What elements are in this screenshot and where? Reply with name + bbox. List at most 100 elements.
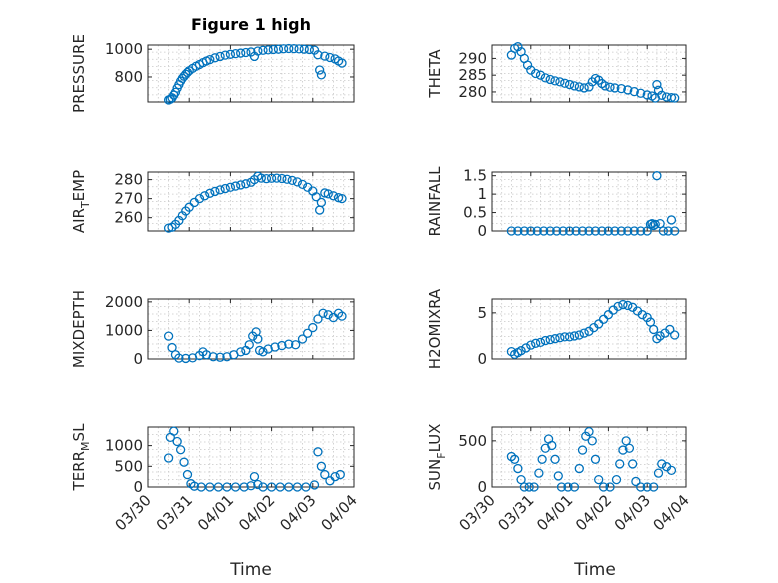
data-point	[550, 76, 560, 86]
x-tick-label: 03/31	[153, 491, 196, 534]
data-point	[301, 482, 311, 492]
y-axis-label: SUNFLUX	[426, 424, 448, 491]
axes-border	[147, 426, 355, 488]
data-point	[516, 346, 526, 356]
axes-border	[147, 171, 355, 232]
data-point	[330, 472, 340, 482]
data-point	[272, 173, 282, 183]
data-point	[652, 79, 662, 90]
subplot-row3-right: 0 5 H2OMIXRA	[426, 288, 687, 369]
data-point	[577, 226, 588, 236]
data-point	[294, 44, 304, 54]
axes-border	[491, 171, 687, 232]
y-tick-label: 5	[477, 304, 487, 322]
data-point	[313, 447, 323, 457]
data-point	[290, 340, 301, 350]
data-point	[657, 90, 667, 100]
data-point	[670, 93, 680, 103]
y-tick-label: 800	[114, 68, 143, 86]
data-point	[169, 426, 179, 436]
data-point	[278, 44, 289, 54]
y-tick-label: 1	[477, 185, 487, 203]
data-point	[337, 58, 347, 68]
data-point	[590, 454, 601, 464]
data-point	[579, 328, 589, 338]
y-tick-label: 0	[133, 350, 143, 368]
y-axis-label-main: SUN	[426, 459, 444, 491]
data-point	[574, 330, 584, 340]
data-point	[225, 49, 236, 59]
data-point	[547, 440, 557, 451]
data-point	[284, 339, 294, 349]
data-point	[253, 46, 263, 56]
axes-border	[491, 298, 687, 360]
data-point	[253, 479, 263, 490]
data-point	[642, 482, 652, 492]
data-point	[335, 469, 345, 480]
data-point	[605, 82, 615, 92]
y-tick-label: 0	[477, 350, 487, 368]
data-point	[516, 474, 526, 485]
data-point	[524, 482, 534, 492]
y-axis-label-rest: SL	[70, 423, 88, 442]
data-point	[569, 482, 580, 492]
data-point	[282, 174, 292, 184]
data-point	[210, 186, 220, 197]
data-point	[597, 226, 607, 236]
data-point	[184, 202, 194, 212]
data-point	[277, 173, 287, 184]
data-point	[653, 468, 664, 478]
data-point	[163, 453, 174, 463]
y-tick-label: 500	[114, 457, 143, 475]
data-point	[189, 481, 200, 491]
data-point	[569, 81, 580, 91]
data-point	[623, 226, 633, 236]
data-point	[167, 342, 177, 353]
data-point	[270, 342, 280, 352]
data-point	[574, 463, 584, 474]
data-point	[637, 310, 647, 320]
data-point	[584, 226, 594, 236]
data-point	[170, 87, 181, 97]
data-point	[581, 431, 591, 441]
data-point	[623, 300, 633, 311]
data-point	[649, 324, 659, 335]
data-point	[261, 174, 272, 184]
x-tick-label: 04/01	[194, 491, 237, 534]
data-point	[249, 472, 260, 482]
data-point	[587, 436, 597, 446]
data-point	[666, 92, 677, 103]
y-tick-label: 290	[458, 49, 487, 67]
data-point	[540, 335, 550, 346]
x-tick-label: 04/02	[235, 491, 278, 534]
figure-title: Figure 1 high	[191, 15, 311, 34]
data-point	[519, 226, 529, 236]
data-point	[650, 219, 660, 230]
data-point	[560, 78, 570, 88]
data-point	[564, 79, 575, 90]
data-point	[513, 226, 523, 236]
data-point	[655, 218, 665, 229]
x-tick-label: 04/03	[276, 491, 319, 534]
data-point	[555, 333, 565, 343]
data-point	[199, 191, 210, 201]
data-point	[328, 191, 339, 201]
data-point	[645, 317, 656, 327]
data-point	[215, 51, 225, 62]
data-point	[649, 220, 659, 231]
data-point	[297, 334, 308, 344]
y-axis-label: MIXDEPTH	[70, 290, 88, 368]
data-point	[239, 482, 249, 492]
y-axis-label-subscript: T	[79, 201, 92, 209]
data-point	[222, 352, 232, 362]
data-point	[610, 226, 620, 236]
data-point	[552, 226, 562, 236]
data-point	[526, 340, 536, 350]
data-point	[268, 44, 278, 55]
data-point	[506, 226, 517, 236]
data-point	[258, 347, 268, 357]
data-point	[236, 347, 246, 357]
data-point	[297, 179, 308, 190]
data-point	[545, 226, 555, 236]
